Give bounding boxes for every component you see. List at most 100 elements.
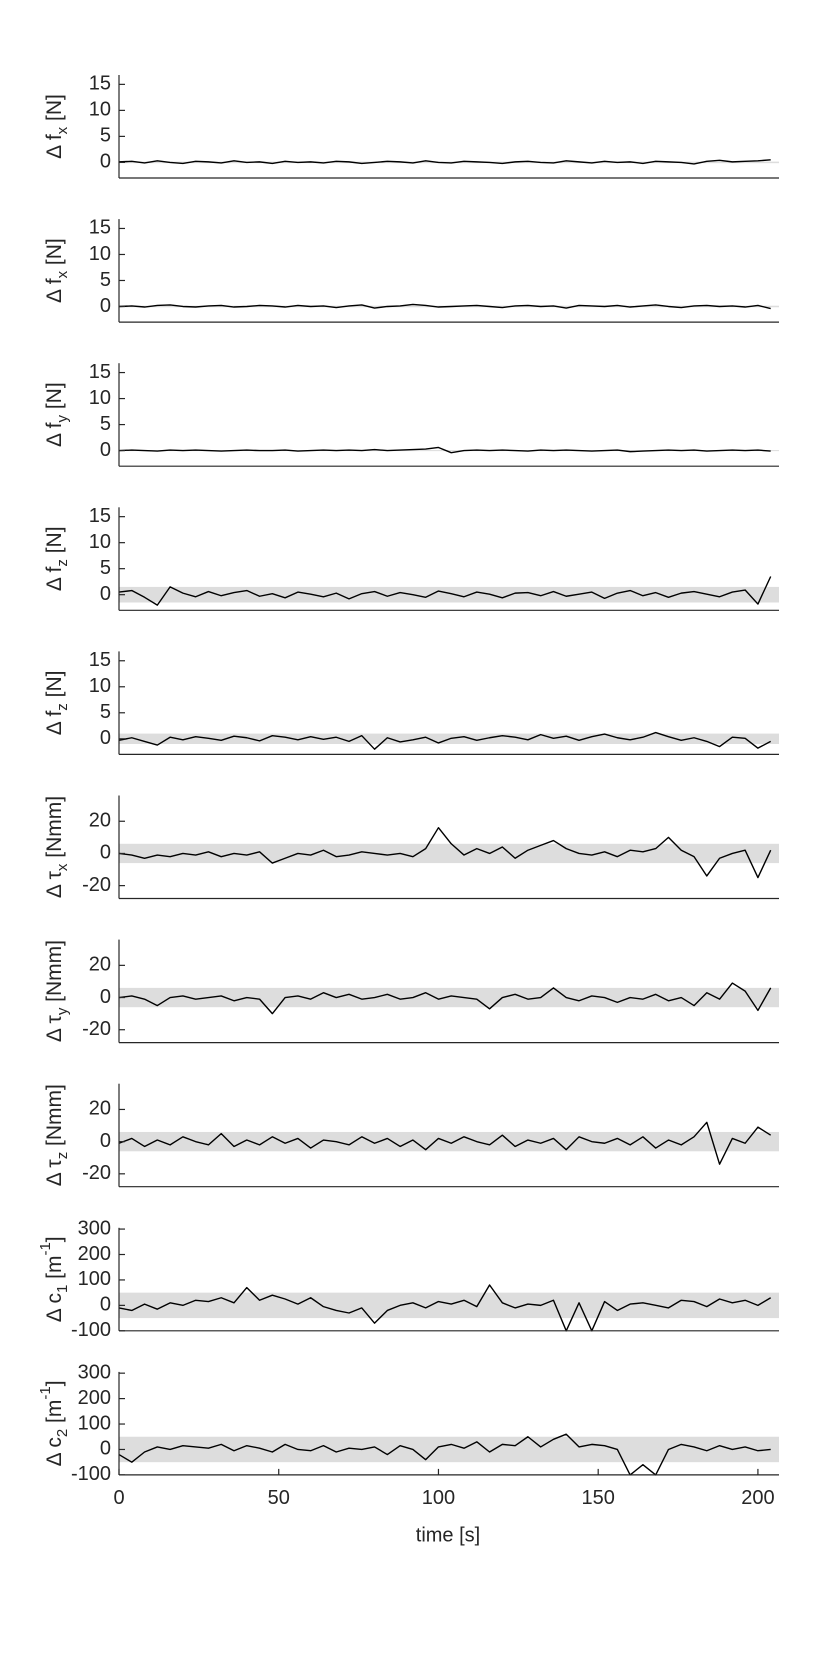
y-axis-label-part: x: [54, 126, 71, 134]
y-tick-label: 20: [89, 954, 111, 976]
y-axis-label-part: ]: [43, 1380, 66, 1386]
y-tick-label: 5: [100, 125, 111, 147]
y-tick-label: 300: [78, 1361, 111, 1383]
data-line: [118, 159, 771, 165]
y-axis-label: Δ fx [N]: [43, 238, 72, 303]
y-tick-label: 10: [89, 99, 111, 121]
y-tick-label: 15: [89, 649, 111, 671]
data-line: [118, 1433, 771, 1476]
y-tick-label: 15: [89, 361, 111, 383]
data-line: [118, 303, 771, 310]
y-tick-label: 5: [100, 701, 111, 723]
y-tick-label: 5: [100, 557, 111, 579]
y-tick-label: 15: [89, 505, 111, 527]
y-tick-label: 0: [100, 1130, 111, 1152]
uncertainty-band: [119, 586, 779, 603]
y-tick-label: 0: [100, 439, 111, 461]
y-axis-label-part: [Nmm]: [43, 796, 66, 864]
y-axis-label-part: 2: [54, 1429, 71, 1437]
y-axis-label-part: [Nmm]: [43, 1084, 66, 1152]
data-line: [118, 576, 772, 606]
y-axis-label-part: x: [54, 863, 71, 871]
y-axis-label-part: Δ τ: [43, 870, 66, 898]
y-axis-label-part: -1: [37, 1242, 54, 1255]
y-tick-label: 0: [100, 151, 111, 173]
y-axis-label: Δ fy [N]: [43, 382, 72, 447]
uncertainty-band: [119, 987, 779, 1008]
y-tick-label: 10: [89, 387, 111, 409]
y-tick-label: 0: [100, 986, 111, 1008]
y-tick-label: 100: [78, 1268, 111, 1290]
x-tick-label: 200: [741, 1487, 774, 1509]
y-axis-label: Δ τy [Nmm]: [43, 940, 72, 1042]
y-axis-label-part: Δ τ: [43, 1159, 66, 1187]
y-tick-label: -100: [71, 1463, 111, 1485]
y-axis-label-part: 1: [54, 1285, 71, 1293]
y-axis-label-part: [m: [43, 1400, 66, 1429]
y-tick-label: 10: [89, 675, 111, 697]
y-axis-label: Δ fz [N]: [43, 671, 72, 736]
y-axis-label-part: Δ f: [43, 422, 66, 447]
data-line: [118, 446, 771, 454]
y-axis-label-part: [N]: [43, 671, 66, 704]
y-axis-label-part: Δ f: [43, 711, 66, 736]
x-axis-label: time [s]: [416, 1524, 480, 1546]
y-tick-label: 15: [89, 73, 111, 95]
uncertainty-band: [119, 843, 779, 864]
y-tick-label: 0: [100, 1438, 111, 1460]
y-tick-label: -100: [71, 1319, 111, 1341]
y-axis-label-part: Δ τ: [43, 1014, 66, 1042]
y-tick-label: 300: [78, 1217, 111, 1239]
x-tick-label: 0: [113, 1487, 124, 1509]
y-tick-label: 20: [89, 1098, 111, 1120]
y-tick-label: 10: [89, 531, 111, 553]
y-axis-label-part: x: [54, 270, 71, 278]
y-tick-label: 0: [100, 1294, 111, 1316]
y-axis-label-part: [Nmm]: [43, 940, 66, 1008]
y-tick-label: 200: [78, 1243, 111, 1265]
y-axis-label-part: [N]: [43, 526, 66, 559]
y-axis-label: Δ τz [Nmm]: [43, 1084, 72, 1186]
y-tick-label: 0: [100, 842, 111, 864]
y-axis-label-part: z: [54, 703, 71, 711]
uncertainty-band: [119, 450, 779, 452]
data-line: [118, 1284, 772, 1332]
y-tick-label: -20: [82, 1162, 111, 1184]
y-axis-label-part: [N]: [43, 94, 66, 127]
y-tick-label: 0: [100, 727, 111, 749]
uncertainty-band: [119, 1436, 779, 1463]
y-tick-label: -20: [82, 874, 111, 896]
y-axis-label-part: [N]: [43, 238, 66, 271]
y-axis-label-part: [N]: [43, 382, 66, 415]
y-axis-label-part: Δ f: [43, 134, 66, 159]
data-line: [118, 731, 772, 750]
y-axis-label-part: ]: [43, 1236, 66, 1242]
y-axis-label-part: [m: [43, 1256, 66, 1285]
y-tick-label: -20: [82, 1018, 111, 1040]
y-axis-label-part: Δ c: [43, 1293, 66, 1322]
x-tick-label: 150: [581, 1487, 614, 1509]
y-tick-label: 0: [100, 583, 111, 605]
data-line: [118, 1121, 772, 1165]
y-tick-label: 200: [78, 1387, 111, 1409]
y-axis-label-part: Δ c: [43, 1437, 66, 1466]
y-tick-label: 15: [89, 217, 111, 239]
y-axis-label-part: z: [54, 559, 71, 567]
y-axis-label: Δ c1 [m-1]: [37, 1236, 71, 1322]
y-tick-label: 5: [100, 413, 111, 435]
y-tick-label: 100: [78, 1412, 111, 1434]
uncertainty-band: [119, 1292, 779, 1319]
x-tick-label: 50: [268, 1487, 290, 1509]
y-tick-label: 0: [100, 295, 111, 317]
y-axis-label-part: Δ f: [43, 566, 66, 591]
y-tick-label: 10: [89, 243, 111, 265]
y-axis-label-part: -1: [37, 1386, 54, 1399]
y-tick-label: 20: [89, 810, 111, 832]
y-axis-label-part: z: [54, 1152, 71, 1160]
y-axis-label-part: y: [54, 1007, 71, 1015]
y-tick-label: 5: [100, 269, 111, 291]
x-tick-label: 100: [422, 1487, 455, 1509]
data-line: [118, 826, 772, 879]
y-axis-label: Δ fz [N]: [43, 526, 72, 591]
